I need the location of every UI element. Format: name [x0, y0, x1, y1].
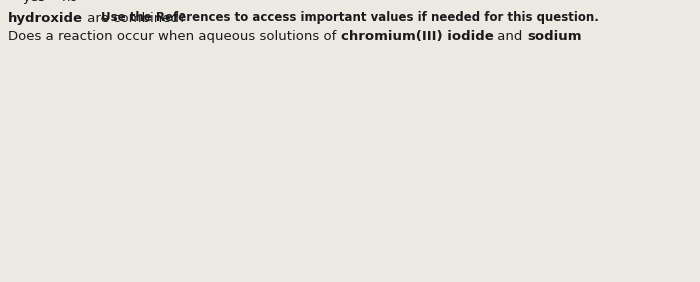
- Text: hydroxide: hydroxide: [8, 12, 83, 25]
- Text: sodium: sodium: [527, 30, 582, 43]
- Text: Use the References to access important values if needed for this question.: Use the References to access important v…: [101, 11, 599, 24]
- Text: Does a reaction occur when aqueous solutions of: Does a reaction occur when aqueous solut…: [8, 30, 341, 43]
- Text: no: no: [62, 0, 78, 4]
- Text: yes: yes: [23, 0, 46, 4]
- Text: are combined?: are combined?: [83, 12, 186, 25]
- Text: chromium(III) iodide: chromium(III) iodide: [341, 30, 493, 43]
- Text: and: and: [494, 30, 527, 43]
